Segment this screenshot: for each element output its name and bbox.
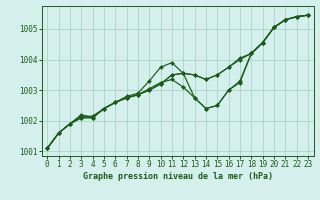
X-axis label: Graphe pression niveau de la mer (hPa): Graphe pression niveau de la mer (hPa): [83, 172, 273, 181]
